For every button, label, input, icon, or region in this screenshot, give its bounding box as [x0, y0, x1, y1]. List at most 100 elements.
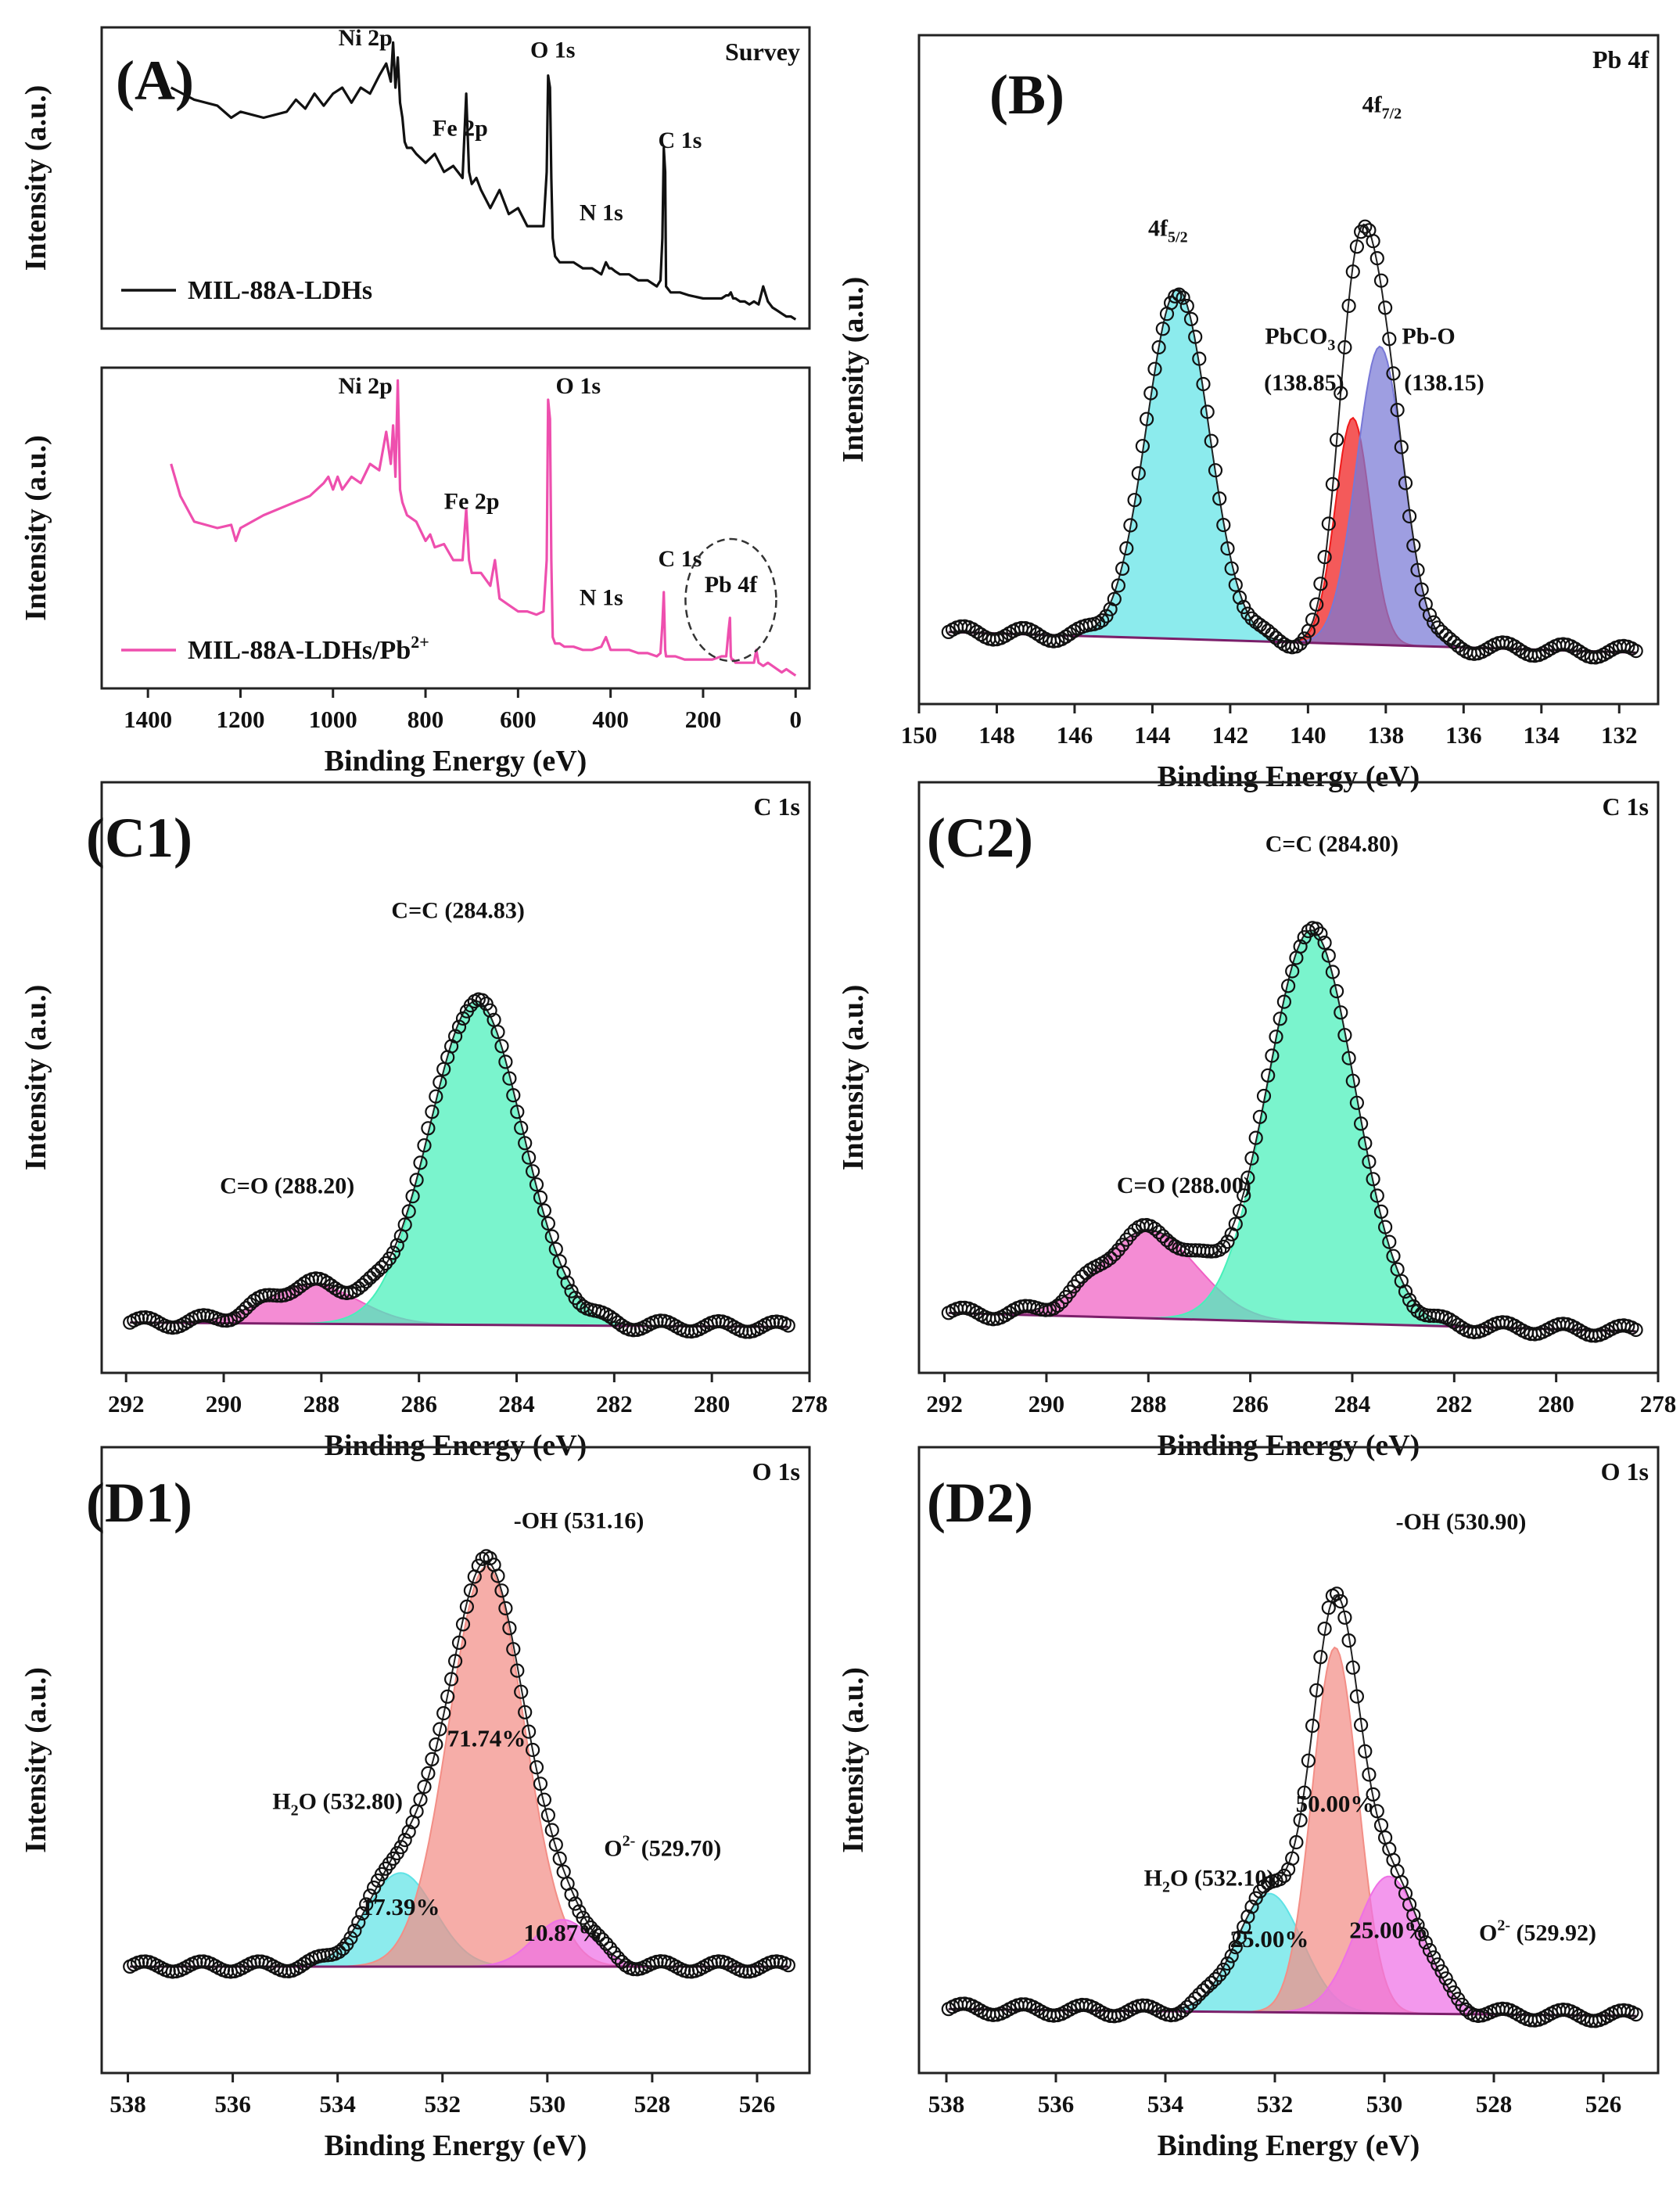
data-point	[1232, 1203, 1247, 1219]
annotation-tail: O (532.10)	[1170, 1866, 1274, 1892]
data-point	[1176, 290, 1190, 305]
data-point	[494, 1039, 509, 1054]
corner-label: Pb 4f	[1592, 45, 1649, 74]
data-point	[363, 1888, 378, 1903]
data-point	[1349, 1689, 1365, 1704]
legend-label: MIL-88A-LDHs/Pb2+	[188, 632, 429, 665]
data-point	[560, 1275, 575, 1290]
data-point	[533, 1777, 548, 1791]
panel-c1: Intensity (a.u.) 292 290 288 286 284 282 280 278…	[20, 781, 827, 1462]
data-point	[401, 1824, 416, 1839]
peak-label: C 1s	[658, 128, 702, 153]
data-point	[490, 1025, 505, 1040]
peak-annotation: -OH (531.16)	[514, 1507, 644, 1533]
data-point	[1095, 613, 1110, 628]
axes-frame	[100, 26, 811, 330]
data-point	[1451, 1317, 1466, 1332]
data-point	[1325, 476, 1341, 492]
data-point	[544, 1823, 559, 1838]
x-tick-label: 280	[1538, 1390, 1574, 1417]
peak-percentage: 25.00%	[1230, 1925, 1309, 1953]
data-point	[1434, 624, 1449, 639]
data-point	[1373, 1204, 1389, 1220]
peak-annotation: O2- (529.92)	[1479, 1917, 1596, 1946]
data-point	[397, 1217, 412, 1232]
data-point	[1265, 627, 1280, 641]
x-tick-label: 538	[109, 2090, 146, 2118]
data-point	[1334, 1593, 1348, 1609]
data-point	[1410, 562, 1425, 577]
data-point	[502, 1621, 517, 1636]
data-point	[1240, 1170, 1255, 1185]
x-tick-label: 284	[498, 1390, 535, 1417]
data-point	[1628, 643, 1643, 659]
data-point	[1147, 1221, 1162, 1236]
axes-frame	[917, 1446, 1660, 2075]
x-tick-label: 534	[1147, 2090, 1184, 2118]
data-point	[296, 1956, 312, 1971]
data-point	[447, 1654, 463, 1669]
data-point	[378, 1256, 393, 1271]
x-axis-label: Binding Energy (eV)	[1158, 1429, 1420, 1462]
peak-label: Ni 2p	[339, 25, 393, 51]
data-point	[1406, 1299, 1421, 1314]
x-tick-label: 1200	[216, 706, 264, 733]
data-point	[1334, 1005, 1348, 1020]
data-point	[568, 1896, 583, 1911]
data-point	[1337, 340, 1352, 355]
data-point	[1273, 1011, 1287, 1026]
data-point	[1188, 1991, 1203, 2007]
data-point	[1127, 493, 1142, 508]
data-point	[1390, 402, 1405, 418]
x-tick-label: 528	[1476, 2090, 1513, 2118]
data-point	[1293, 1813, 1308, 1827]
data-point	[1248, 1891, 1263, 1906]
data-point	[421, 1121, 436, 1136]
axes-frame	[100, 1446, 811, 2075]
x-axis-label: Binding Energy (eV)	[325, 745, 587, 778]
data-point	[1431, 620, 1445, 635]
data-point	[1329, 1586, 1344, 1601]
data-point	[1317, 549, 1332, 565]
x-tick-label: 534	[319, 2090, 356, 2118]
y-axis-label: Intensity (a.u.)	[837, 985, 870, 1171]
data-point	[405, 1189, 420, 1204]
data-point	[1398, 476, 1413, 490]
x-tick-label: 288	[303, 1390, 340, 1417]
data-point	[1317, 935, 1332, 950]
data-point	[1358, 1744, 1373, 1759]
data-point	[1455, 1997, 1470, 2012]
data-point	[1244, 1151, 1259, 1166]
data-point	[1325, 965, 1341, 979]
data-point	[1192, 1987, 1207, 2002]
data-point	[1349, 1095, 1365, 1110]
data-point	[1285, 1851, 1300, 1866]
data-point	[1139, 411, 1154, 426]
data-point	[580, 1916, 594, 1931]
data-point	[1345, 1073, 1360, 1088]
fit-peak-pbco3	[948, 416, 1636, 654]
data-point	[1410, 1303, 1425, 1319]
data-point	[1366, 1787, 1380, 1802]
data-point	[1313, 926, 1328, 941]
data-point	[1313, 1650, 1328, 1665]
annotation-tail: O (532.80)	[299, 1789, 403, 1815]
x-tick-label: 292	[926, 1390, 963, 1417]
data-point	[521, 1150, 537, 1165]
data-point	[332, 1945, 346, 1960]
data-point	[518, 1705, 533, 1719]
x-tick-label: 536	[1038, 2090, 1075, 2118]
data-point	[1115, 561, 1130, 577]
data-point	[1240, 606, 1255, 621]
data-point	[506, 1087, 521, 1103]
fit-peak-oh	[948, 1646, 1636, 2017]
peak-annotation: C=C (284.80)	[1265, 831, 1398, 857]
data-point	[1200, 404, 1215, 419]
data-point	[1495, 635, 1510, 650]
data-point	[1147, 361, 1162, 376]
data-point	[1334, 386, 1348, 401]
peak-annotation: C=O (288.20)	[220, 1173, 354, 1199]
panel-label: (C2)	[927, 807, 1033, 869]
y-axis-label: Intensity (a.u.)	[20, 985, 52, 1171]
x-tick-label: 288	[1130, 1390, 1167, 1417]
